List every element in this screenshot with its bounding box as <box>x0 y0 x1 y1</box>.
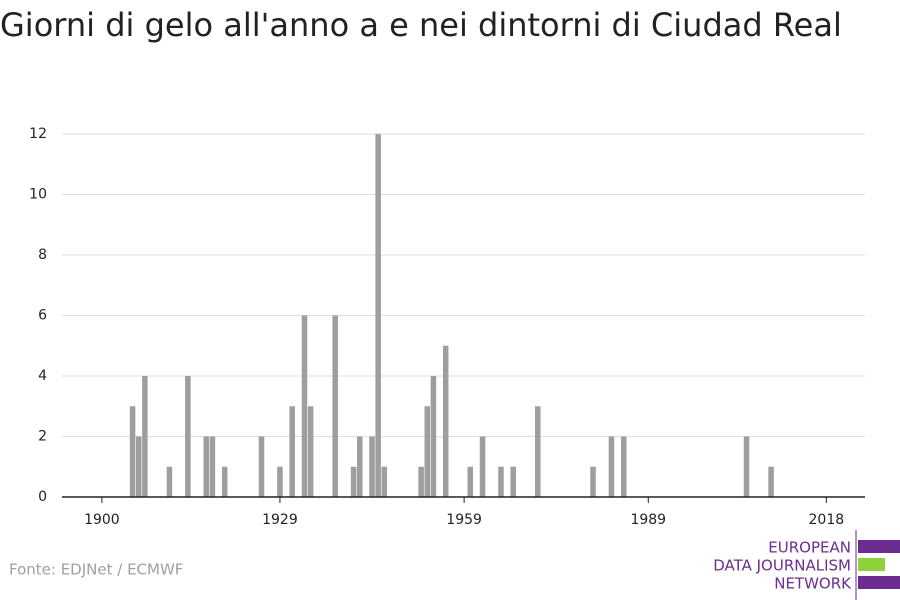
logo-text: NETWORK <box>774 575 852 593</box>
bar <box>350 466 357 497</box>
bar <box>277 466 283 497</box>
logo: EUROPEAN DATA JOURNALISM NETWORK <box>713 530 900 600</box>
bar <box>608 436 615 497</box>
bar <box>356 436 363 497</box>
bar <box>332 315 338 497</box>
y-tick-label: 2 <box>38 429 47 445</box>
x-tick-label: 1929 <box>262 512 298 528</box>
y-tick-label: 6 <box>38 308 47 324</box>
bar <box>209 436 216 497</box>
bar <box>129 406 136 497</box>
x-tick-label: 1959 <box>446 512 482 528</box>
bar <box>135 436 142 497</box>
bar <box>369 436 375 497</box>
bar <box>258 436 265 497</box>
y-tick-label: 8 <box>38 247 47 263</box>
bar <box>166 466 173 497</box>
bar <box>221 466 228 497</box>
bar <box>418 466 424 497</box>
y-tick-label: 0 <box>38 489 47 505</box>
x-tick-label: 2018 <box>809 512 845 528</box>
bar <box>590 466 596 497</box>
bar <box>467 466 474 497</box>
bar <box>185 376 191 497</box>
bar <box>620 436 627 497</box>
bar <box>510 466 516 497</box>
y-tick-label: 4 <box>38 368 47 384</box>
bar <box>743 436 750 497</box>
chart-title: Giorni di gelo all'anno a e nei dintorni… <box>0 6 842 44</box>
bar <box>498 466 504 497</box>
logo-bar <box>858 576 900 589</box>
y-tick-label: 12 <box>29 126 47 142</box>
bar <box>289 406 295 497</box>
bar <box>381 466 388 497</box>
bar <box>203 436 210 497</box>
logo-bar <box>858 558 885 571</box>
bar <box>535 406 541 497</box>
bar <box>142 376 148 497</box>
source: Fonte: EDJNet / ECMWF <box>9 561 183 579</box>
x-tick-label: 1989 <box>630 512 666 528</box>
y-tick-label: 10 <box>29 187 47 203</box>
bar <box>430 376 437 497</box>
bar <box>768 466 774 497</box>
bar <box>301 315 308 497</box>
logo-text: EUROPEAN <box>768 539 851 557</box>
logo-text: DATA JOURNALISM <box>713 557 851 575</box>
bar <box>479 436 486 497</box>
bar <box>424 406 431 497</box>
bar <box>442 345 449 497</box>
logo-bar <box>858 540 900 553</box>
x-tick-label: 1900 <box>84 512 120 528</box>
bar <box>375 134 381 497</box>
bar <box>307 406 314 497</box>
